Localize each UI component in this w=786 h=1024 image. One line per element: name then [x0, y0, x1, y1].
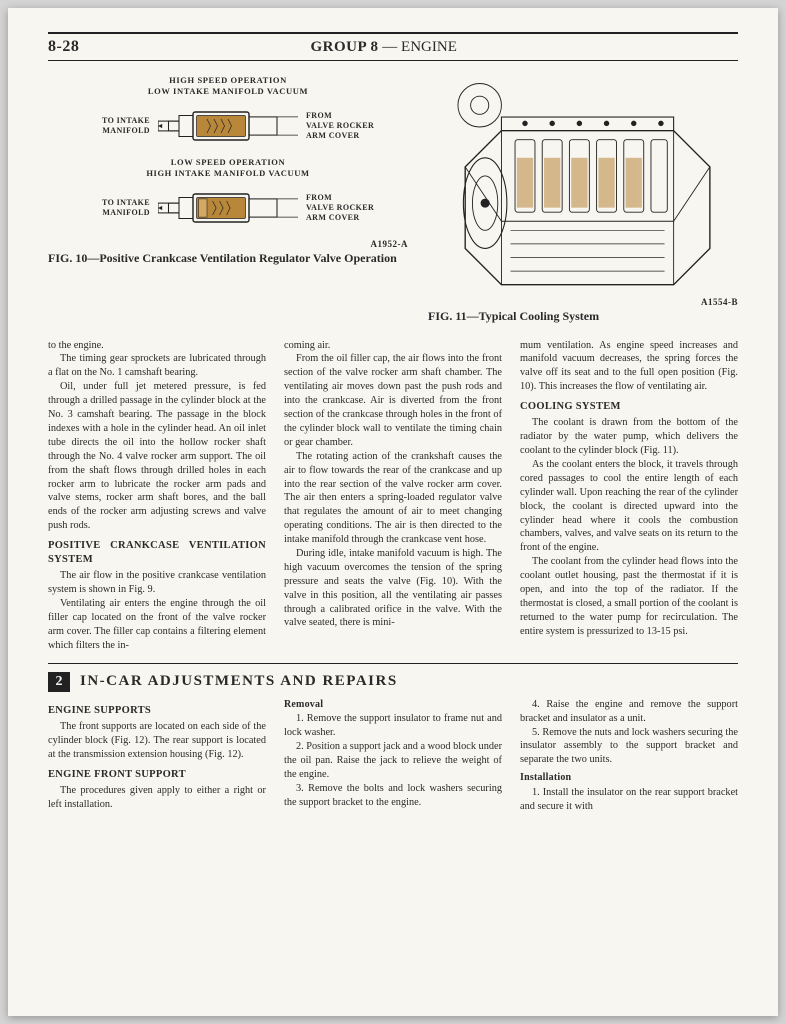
- label-rocker-top: FROM VALVE ROCKER ARM COVER: [306, 111, 376, 141]
- s2c1p1: The front supports are located on each s…: [48, 720, 266, 762]
- top-rule: [48, 32, 738, 34]
- c1h1: POSITIVE CRANKCASE VENTILATION SYSTEM: [48, 539, 266, 567]
- diagram-low-speed: LOW SPEED OPERATION HIGH INTAKE MANIFOLD…: [48, 157, 408, 233]
- section-divider: [48, 663, 738, 664]
- c1p5: Ventilating air enters the engine throug…: [48, 597, 266, 653]
- label-intake-top: TO INTAKE MANIFOLD: [80, 116, 150, 136]
- c1p3: Oil, under full jet metered pressure, is…: [48, 380, 266, 533]
- s2c3p1: 4. Raise the engine and remove the suppo…: [520, 698, 738, 726]
- label-rocker-bottom: FROM VALVE ROCKER ARM COVER: [306, 193, 376, 223]
- label-intake-bottom: TO INTAKE MANIFOLD: [80, 198, 150, 218]
- fig11-code: A1554-B: [428, 297, 738, 307]
- section-number-box: 2: [48, 672, 70, 692]
- diagram-row-bottom: TO INTAKE MANIFOLD: [48, 183, 408, 233]
- main-body-text: to the engine. The timing gear sprockets…: [48, 339, 738, 653]
- s2c2p1: 1. Remove the support insulator to frame…: [284, 712, 502, 740]
- c3p4: The coolant from the cylinder head flows…: [520, 555, 738, 638]
- section-2-body: ENGINE SUPPORTS The front supports are l…: [48, 698, 738, 814]
- manual-page: 8-28 GROUP 8 — ENGINE HIGH SPEED OPERATI…: [8, 8, 778, 1016]
- figure-10: HIGH SPEED OPERATION LOW INTAKE MANIFOLD…: [48, 75, 408, 331]
- diagram-high-speed: HIGH SPEED OPERATION LOW INTAKE MANIFOLD…: [48, 75, 408, 151]
- fig11-caption: FIG. 11—Typical Cooling System: [428, 309, 738, 325]
- c2p3: The rotating action of the crankshaft ca…: [284, 450, 502, 547]
- figures-row: HIGH SPEED OPERATION LOW INTAKE MANIFOLD…: [48, 75, 738, 331]
- c3h1: COOLING SYSTEM: [520, 400, 738, 414]
- figure-11: A1554-B FIG. 11—Typical Cooling System: [428, 75, 738, 331]
- diag-title-high: HIGH SPEED OPERATION LOW INTAKE MANIFOLD…: [48, 75, 408, 97]
- c3p2: The coolant is drawn from the bottom of …: [520, 416, 738, 458]
- c1p1: to the engine.: [48, 339, 266, 353]
- c2p2: From the oil filler cap, the air flows i…: [284, 352, 502, 449]
- engine-block-icon: [438, 75, 728, 295]
- c3p1: mum ventilation. As engine speed increas…: [520, 339, 738, 395]
- c2p4: During idle, intake manifold vacuum is h…: [284, 547, 502, 630]
- page-number: 8-28: [48, 38, 79, 56]
- s2c3p3: 1. Install the insulator on the rear sup…: [520, 786, 738, 814]
- valve-diagram-open-icon: [158, 101, 298, 151]
- c1p4: The air flow in the positive crankcase v…: [48, 569, 266, 597]
- c2p1: coming air.: [284, 339, 502, 353]
- s2c3h1: Installation: [520, 771, 738, 785]
- s2c1h2: ENGINE FRONT SUPPORT: [48, 768, 266, 782]
- fig10-caption: FIG. 10—Positive Crankcase Ventilation R…: [48, 251, 408, 267]
- diag-title-low: LOW SPEED OPERATION HIGH INTAKE MANIFOLD…: [48, 157, 408, 179]
- s2c2p3: 3. Remove the bolts and lock washers sec…: [284, 782, 502, 810]
- section-2-header: 2 IN-CAR ADJUSTMENTS AND REPAIRS: [48, 672, 738, 692]
- c3p3: As the coolant enters the block, it trav…: [520, 458, 738, 555]
- s2c3p2: 5. Remove the nuts and lock washers secu…: [520, 726, 738, 768]
- s2c1p2: The procedures given apply to either a r…: [48, 784, 266, 812]
- page-header: 8-28 GROUP 8 — ENGINE: [48, 38, 738, 61]
- valve-diagram-closed-icon: [158, 183, 298, 233]
- s2c2h1: Removal: [284, 698, 502, 712]
- section-2-title: IN-CAR ADJUSTMENTS AND REPAIRS: [80, 673, 398, 690]
- s2c2p2: 2. Position a support jack and a wood bl…: [284, 740, 502, 782]
- diagram-row-top: TO INTAKE MANIFOLD: [48, 101, 408, 151]
- group-label: GROUP 8: [310, 39, 378, 55]
- fig10-code: A1952-A: [48, 239, 408, 249]
- c1p2: The timing gear sprockets are lubricated…: [48, 352, 266, 380]
- s2c1h1: ENGINE SUPPORTS: [48, 704, 266, 718]
- group-title: GROUP 8 — ENGINE: [79, 39, 688, 56]
- group-subject: — ENGINE: [382, 39, 457, 55]
